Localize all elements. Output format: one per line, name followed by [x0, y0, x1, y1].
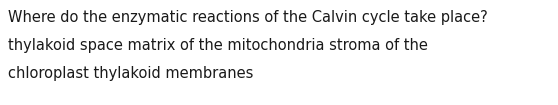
Text: chloroplast thylakoid membranes: chloroplast thylakoid membranes	[8, 66, 253, 81]
Text: thylakoid space matrix of the mitochondria stroma of the: thylakoid space matrix of the mitochondr…	[8, 38, 428, 53]
Text: Where do the enzymatic reactions of the Calvin cycle take place?: Where do the enzymatic reactions of the …	[8, 10, 488, 25]
